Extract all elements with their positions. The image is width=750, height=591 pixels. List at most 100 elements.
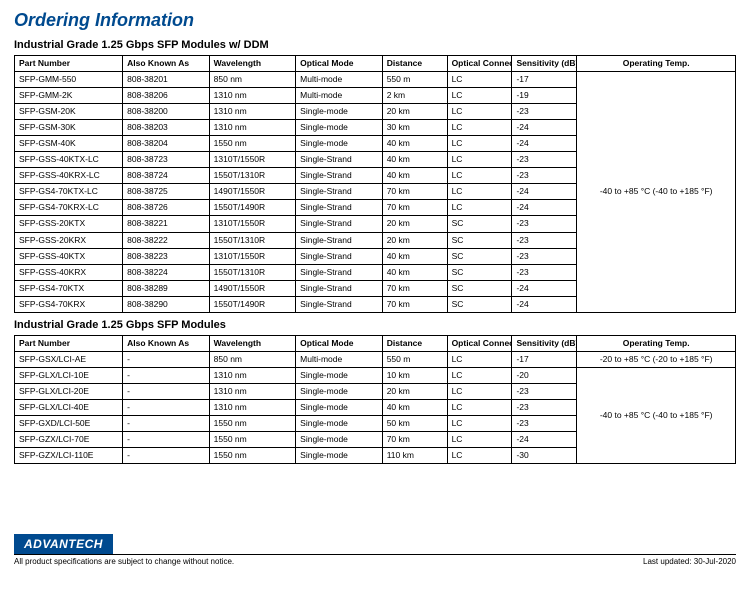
cell: Single-Strand [296,216,383,232]
cell: SFP-GLX/LCI-20E [15,383,123,399]
cell: Single-Strand [296,232,383,248]
cell: SFP-GS4-70KTX-LC [15,184,123,200]
cell: Multi-mode [296,88,383,104]
table-nondd: Part NumberAlso Known AsWavelengthOptica… [14,335,736,464]
cell: -24 [512,432,577,448]
cell: Single-mode [296,399,383,415]
cell: 50 km [382,415,447,431]
cell: 1490T/1550R [209,280,296,296]
col-header: Distance [382,56,447,72]
cell: SFP-GSM-20K [15,104,123,120]
cell: 40 km [382,136,447,152]
col-header: Also Known As [123,56,210,72]
cell: Single-Strand [296,200,383,216]
cell: SFP-GSM-40K [15,136,123,152]
col-header: Sensitivity (dB) [512,335,577,351]
cell: 70 km [382,280,447,296]
col-header: Wavelength [209,56,296,72]
cell: -24 [512,296,577,312]
cell: 70 km [382,184,447,200]
cell: -23 [512,415,577,431]
cell: LC [447,120,512,136]
cell: SFP-GSS-40KRX [15,264,123,280]
cell: 1490T/1550R [209,184,296,200]
cell: 550 m [382,72,447,88]
cell: LC [447,399,512,415]
cell: -23 [512,104,577,120]
cell: Single-mode [296,367,383,383]
cell: 20 km [382,232,447,248]
cell: 808-38221 [123,216,210,232]
col-header: Optical Connector [447,335,512,351]
cell: 1550 nm [209,448,296,464]
cell: - [123,448,210,464]
cell: -23 [512,152,577,168]
cell: 1310T/1550R [209,248,296,264]
cell: 1550 nm [209,415,296,431]
cell: -24 [512,120,577,136]
cell: 40 km [382,152,447,168]
cell: -23 [512,168,577,184]
cell: LC [447,168,512,184]
cell: 40 km [382,168,447,184]
cell: Single-Strand [296,280,383,296]
cell: 2 km [382,88,447,104]
cell: LC [447,136,512,152]
cell: SFP-GMM-550 [15,72,123,88]
col-header: Operating Temp. [577,56,736,72]
col-header: Operating Temp. [577,335,736,351]
cell: -24 [512,280,577,296]
cell: 1550T/1310R [209,168,296,184]
cell: Single-Strand [296,248,383,264]
cell: SFP-GSS-20KTX [15,216,123,232]
cell: - [123,432,210,448]
operating-temp-cell: -20 to +85 °C (-20 to +185 °F) [577,351,736,367]
cell: SC [447,264,512,280]
cell: LC [447,104,512,120]
page-title: Ordering Information [14,10,736,31]
cell: 850 nm [209,72,296,88]
cell: - [123,415,210,431]
cell: Single-mode [296,415,383,431]
brand-logo: ADVANTECH [14,534,113,554]
cell: -23 [512,383,577,399]
cell: - [123,383,210,399]
cell: 1550T/1490R [209,296,296,312]
cell: 808-38723 [123,152,210,168]
cell: LC [447,351,512,367]
cell: 1310T/1550R [209,152,296,168]
cell: SC [447,296,512,312]
cell: LC [447,415,512,431]
cell: SFP-GS4-70KRX [15,296,123,312]
cell: 808-38200 [123,104,210,120]
cell: LC [447,152,512,168]
cell: 40 km [382,264,447,280]
cell: 808-38222 [123,232,210,248]
col-header: Optical Connector [447,56,512,72]
cell: LC [447,72,512,88]
table-row: SFP-GSX/LCI-AE-850 nmMulti-mode550 mLC-1… [15,351,736,367]
cell: - [123,399,210,415]
cell: SFP-GSS-40KRX-LC [15,168,123,184]
cell: SFP-GSS-20KRX [15,232,123,248]
cell: 808-38204 [123,136,210,152]
cell: -24 [512,200,577,216]
cell: 10 km [382,367,447,383]
col-header: Part Number [15,56,123,72]
cell: 808-38725 [123,184,210,200]
cell: SC [447,248,512,264]
cell: 808-38726 [123,200,210,216]
cell: SFP-GZX/LCI-70E [15,432,123,448]
col-header: Part Number [15,335,123,351]
cell: 1550T/1310R [209,232,296,248]
table-row: SFP-GMM-550808-38201850 nmMulti-mode550 … [15,72,736,88]
operating-temp-cell: -40 to +85 °C (-40 to +185 °F) [577,367,736,463]
cell: 70 km [382,200,447,216]
cell: Multi-mode [296,72,383,88]
cell: 1550 nm [209,136,296,152]
cell: Single-Strand [296,296,383,312]
cell: 808-38223 [123,248,210,264]
cell: Single-mode [296,120,383,136]
cell: -23 [512,232,577,248]
cell: 550 m [382,351,447,367]
